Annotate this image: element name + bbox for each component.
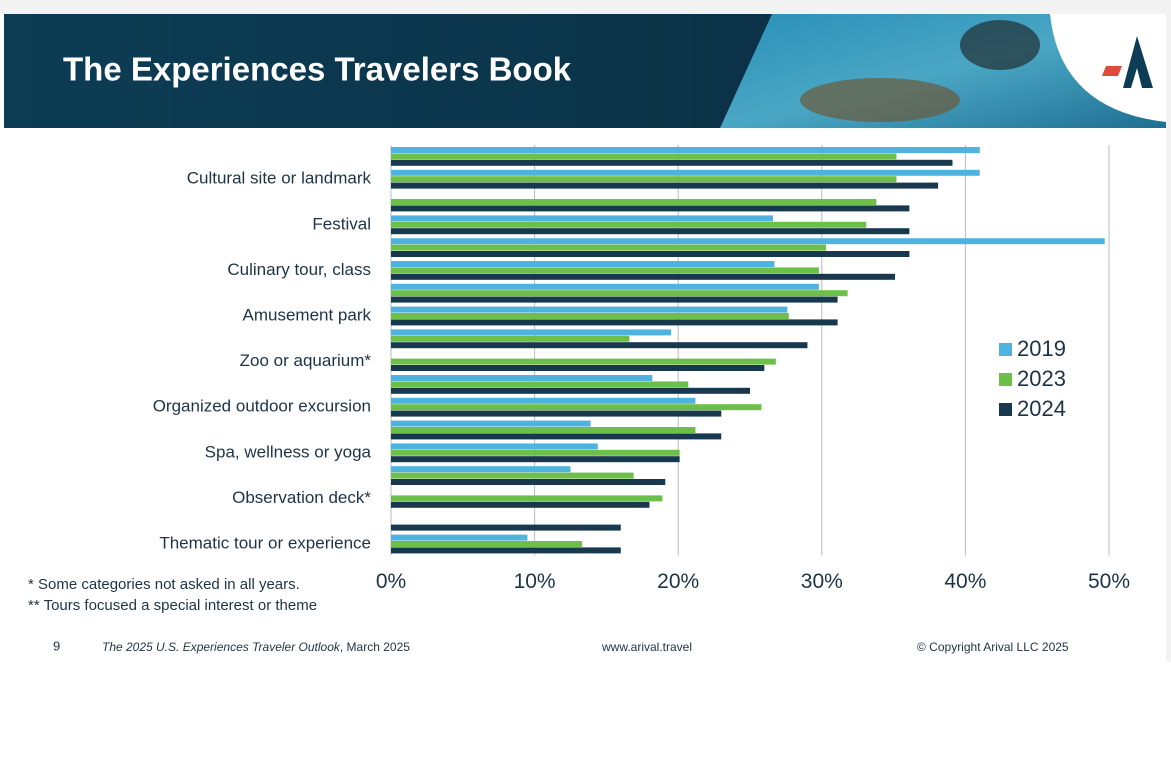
bar (391, 182, 939, 189)
bar (391, 472, 634, 479)
x-tick-label: 40% (944, 570, 986, 593)
x-tick-label: 30% (801, 570, 843, 593)
bar (391, 283, 819, 290)
logo-accent (1102, 66, 1122, 76)
bar (391, 147, 980, 153)
note: ** Tours focused a special interest or t… (28, 597, 317, 614)
legend-swatch (999, 343, 1012, 356)
bar (391, 358, 776, 365)
bar (391, 261, 775, 267)
bar (391, 238, 1105, 245)
bar (391, 433, 722, 440)
bar (391, 199, 877, 205)
bar (391, 420, 591, 427)
bar (391, 427, 696, 433)
x-tick-label: 10% (514, 570, 556, 593)
bar (391, 221, 867, 228)
bar (391, 479, 666, 485)
bar (391, 547, 621, 554)
bar (391, 215, 773, 222)
bar (391, 449, 680, 456)
bar (391, 205, 910, 212)
y-tick-label: Organized outdoor excursion (153, 397, 371, 416)
y-tick-label: Amusement park (243, 305, 372, 324)
bar (391, 410, 722, 417)
bar (391, 290, 848, 297)
bar (391, 456, 680, 463)
bar (391, 387, 750, 394)
bar (391, 501, 650, 508)
turtle (800, 78, 960, 122)
bar (391, 313, 789, 319)
y-tick-label: Zoo or aquarium* (240, 351, 372, 370)
y-tick-label: Spa, wellness or yoga (205, 442, 372, 461)
bar (391, 251, 910, 257)
bar (391, 319, 838, 326)
bar (391, 296, 838, 303)
bar (391, 335, 630, 342)
diver (960, 20, 1040, 70)
page-number: 9 (53, 638, 60, 653)
legend-swatch (999, 403, 1012, 416)
legend-label: 2019 (1017, 336, 1066, 361)
date: , March 2025 (340, 640, 410, 654)
bar (391, 306, 788, 313)
bar (391, 159, 953, 166)
bar (391, 169, 980, 176)
bar (391, 495, 663, 502)
legend-label: 2023 (1017, 366, 1066, 391)
bar (391, 381, 689, 388)
note: * Some categories not asked in all years… (28, 576, 300, 593)
website: www.arival.travel (601, 640, 692, 654)
bar (391, 267, 819, 274)
legend-label: 2024 (1017, 396, 1066, 421)
legend-swatch (999, 373, 1012, 386)
bar (391, 228, 910, 235)
bar (391, 342, 808, 349)
y-tick-label: Culinary tour, class (227, 260, 371, 279)
bar (391, 244, 827, 251)
bar (391, 176, 897, 183)
copyright: © Copyright Arival LLC 2025 (917, 640, 1069, 654)
bar (391, 153, 897, 160)
bar (391, 524, 621, 531)
bar (391, 466, 571, 473)
bar (391, 443, 598, 450)
x-tick-label: 0% (376, 570, 406, 593)
bar (391, 404, 762, 411)
title: The Experiences Travelers Book (63, 51, 572, 88)
bar (391, 375, 653, 381)
logo (1123, 36, 1153, 88)
y-tick-label: Cultural site or landmark (187, 169, 372, 188)
y-tick-label: Thematic tour or experience (159, 533, 371, 552)
y-tick-label: Festival (312, 214, 371, 233)
right-margin (1166, 14, 1171, 662)
x-tick-label: 50% (1088, 570, 1130, 593)
bar (391, 397, 696, 404)
publication: The 2025 U.S. Experiences Traveler Outlo… (102, 640, 341, 654)
bar (391, 273, 896, 280)
bar (391, 329, 672, 336)
x-tick-label: 20% (657, 570, 699, 593)
top-margin (0, 0, 1171, 14)
y-tick-label: Observation deck* (232, 488, 371, 507)
bar (391, 365, 765, 371)
plot: 0% 10% 20% 30% 40% 50% Cultural site or landma… (153, 145, 1130, 593)
bar (391, 534, 528, 541)
bar (391, 541, 582, 547)
footer-citation: The 2025 U.S. Experiences Traveler Outlo… (102, 640, 410, 654)
